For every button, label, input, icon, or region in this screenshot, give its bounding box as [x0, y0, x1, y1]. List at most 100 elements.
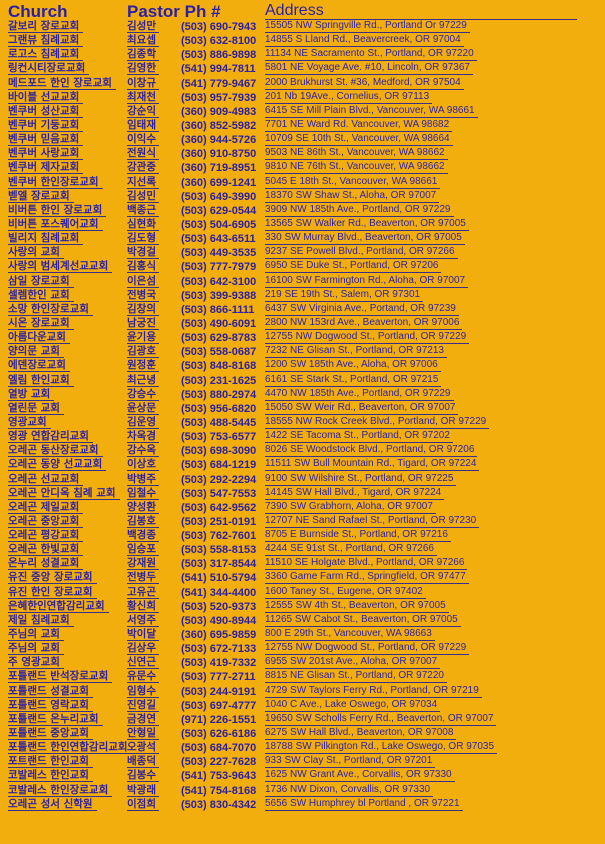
church-name[interactable]: 바이블 선교교회	[8, 91, 84, 104]
address-link[interactable]: 16100 SW Farmington Rd., Aloha, OR 97007	[265, 275, 469, 288]
church-name[interactable]: 열방 교회	[8, 388, 55, 401]
pastor-name[interactable]: 진영길	[127, 699, 159, 712]
address-link[interactable]: 9237 SE Powell Blvd., Portland, OR 97266	[265, 246, 458, 260]
address-link[interactable]: 933 SW Clay St., Portland, OR 97201	[265, 755, 436, 769]
address-link[interactable]: 5801 NE Voyage Ave. #10, Lincoln, OR 973…	[265, 62, 473, 76]
pastor-name[interactable]: 임태재	[127, 119, 159, 132]
church-name[interactable]: 비버튼 포스퀘어교회	[8, 218, 103, 231]
pastor-name[interactable]: 강수옥	[127, 444, 159, 458]
pastor-name[interactable]: 이상호	[127, 458, 159, 472]
pastor-name[interactable]: 김상우	[127, 642, 159, 656]
address-link[interactable]: 18370 SW Shaw St., Aloha, OR 97007	[265, 190, 440, 203]
address-link[interactable]: 201 Nb 19Ave., Cornelius, OR 97113	[265, 91, 433, 104]
church-name[interactable]: 열린문 교회	[8, 402, 64, 415]
pastor-name[interactable]: 전병두	[127, 571, 159, 585]
address-link[interactable]: 1200 SW 185th Ave., Aloha, OR 97006	[265, 359, 441, 373]
church-name[interactable]: 벤쿠버 한인장로교회	[8, 176, 103, 189]
church-name[interactable]: 코발레스 한인장로교회	[8, 784, 113, 797]
pastor-name[interactable]: 강승수	[127, 388, 159, 401]
pastor-name[interactable]: 원정훈	[127, 359, 159, 373]
pastor-name[interactable]: 차옥경	[127, 430, 159, 444]
address-link[interactable]: 9810 NE 76th St., Vancouver, WA 98662	[265, 161, 448, 175]
address-link[interactable]: 6275 SW Hall Blvd., Beaverton, OR 97008	[265, 727, 457, 741]
pastor-name[interactable]: 남궁진	[127, 317, 159, 330]
address-link[interactable]: 15505 NW Springville Rd., Portland Or 97…	[265, 20, 470, 33]
church-name[interactable]: 코발레스 한인교회	[8, 769, 93, 783]
pastor-name[interactable]: 백경종	[127, 529, 159, 543]
church-name[interactable]: 오레곤 중앙교회	[8, 515, 84, 528]
church-name[interactable]: 아름다운교회	[8, 331, 70, 345]
church-name[interactable]: 벤쿠버 사랑교회	[8, 147, 84, 161]
church-name[interactable]: 양의문 교회	[8, 345, 64, 359]
church-name[interactable]: 오레곤 동양 선교교회	[8, 458, 107, 472]
church-name[interactable]: 오레곤 성서 신학원	[8, 798, 97, 811]
pastor-name[interactable]: 강관중	[127, 161, 159, 175]
address-link[interactable]: 12555 SW 4th St., Beaverton, OR 97005	[265, 600, 449, 613]
church-name[interactable]: 에덴장로교회	[8, 359, 70, 373]
pastor-name[interactable]: 김영한	[127, 62, 159, 76]
pastor-name[interactable]: 양성환	[127, 501, 159, 514]
address-link[interactable]: 5045 E 18th St., Vancouver, WA 98661	[265, 176, 441, 189]
address-link[interactable]: 4244 SE 91st St., Portland, OR 97266	[265, 543, 437, 557]
church-name[interactable]: 비버튼 한인 장로교회	[8, 204, 107, 217]
address-link[interactable]: 7701 NE Ward Rd. Vancouver, WA 98682	[265, 119, 453, 132]
address-link[interactable]: 6950 SE Duke St., Portland, OR 97206	[265, 260, 442, 274]
pastor-name[interactable]: 김운영	[127, 416, 159, 429]
address-link[interactable]: 219 SE 19th St., Salem, OR 97301	[265, 289, 424, 302]
pastor-name[interactable]: 이익수	[127, 133, 159, 147]
church-name[interactable]: 제일 침례교회	[8, 614, 74, 627]
church-name[interactable]: 갈보리 장로교회	[8, 20, 84, 33]
church-name[interactable]: 삼일 장로교회	[8, 275, 74, 288]
pastor-name[interactable]: 배종덕	[127, 755, 159, 769]
church-name[interactable]: 영광교회	[8, 416, 51, 429]
address-link[interactable]: 12755 NW Dogwood St., Portland, OR 97229	[265, 331, 470, 345]
address-link[interactable]: 11134 NE Sacramento St., Portland, OR 97…	[265, 48, 477, 62]
church-name[interactable]: 유진 한인 장로교회	[8, 586, 97, 599]
pastor-name[interactable]: 금경연	[127, 713, 159, 726]
pastor-name[interactable]: 임승포	[127, 543, 159, 557]
church-name[interactable]: 온누리 성결교회	[8, 557, 84, 571]
church-name[interactable]: 주님의 교회	[8, 642, 64, 656]
pastor-name[interactable]: 임형수	[127, 685, 159, 698]
church-name[interactable]: 오레곤 안디옥 침례 교회	[8, 487, 120, 500]
address-link[interactable]: 330 SW Murray Blvd., Beaverton, OR 97005	[265, 232, 465, 246]
church-name[interactable]: 벤쿠버 성산교회	[8, 105, 84, 118]
pastor-name[interactable]: 서영주	[127, 614, 159, 627]
church-name[interactable]: 메드포드 한인 장로교회	[8, 77, 116, 90]
pastor-name[interactable]: 황신희	[127, 600, 159, 613]
address-link[interactable]: 8815 NE Glisan St., Portland, OR 97220	[265, 670, 447, 684]
church-name[interactable]: 시온 장로교회	[8, 317, 74, 330]
address-link[interactable]: 6161 SE Stark St., Portland, OR 97215	[265, 374, 442, 387]
pastor-name[interactable]: 이창규	[127, 77, 159, 90]
pastor-name[interactable]: 이점희	[127, 798, 159, 811]
address-link[interactable]: 6415 SE Mill Plain Blvd., Vancouver, WA …	[265, 105, 478, 118]
address-link[interactable]: 7390 SW Grabhorn, Aloha, OR 97007	[265, 501, 436, 514]
church-name[interactable]: 포틀랜드 반석장로교회	[8, 670, 113, 684]
pastor-name[interactable]: 윤상문	[127, 402, 159, 415]
address-link[interactable]: 8026 SE Woodstock Blvd., Portland, OR 97…	[265, 444, 478, 458]
church-name[interactable]: 포틀랜드 영락교회	[8, 699, 93, 712]
church-name[interactable]: 벤쿠버 믿음교회	[8, 133, 84, 147]
address-link[interactable]: 3360 Game Farm Rd., Springfield, OR 9747…	[265, 571, 469, 585]
church-name[interactable]: 오레곤 선교교회	[8, 473, 84, 486]
address-link[interactable]: 1600 Taney St., Eugene, OR 97402	[265, 586, 426, 599]
pastor-name[interactable]: 최근녕	[127, 374, 159, 387]
church-name[interactable]: 그랜뷰 침례교회	[8, 34, 84, 48]
church-name[interactable]: 사랑의 교회	[8, 246, 64, 260]
pastor-name[interactable]: 강순익	[127, 105, 159, 118]
church-name[interactable]: 엘림 한인교회	[8, 374, 74, 387]
church-name[interactable]: 오레곤 평강교회	[8, 529, 84, 543]
church-name[interactable]: 빌리지 침례교회	[8, 232, 84, 246]
address-link[interactable]: 10709 SE 10th St., Vancouver, WA 98664	[265, 133, 453, 147]
address-link[interactable]: 6437 SW Virginia Ave., Portand, OR 97239	[265, 303, 459, 316]
pastor-name[interactable]: 박경걸	[127, 246, 159, 260]
pastor-name[interactable]: 박병주	[127, 473, 159, 486]
church-name[interactable]: 셀렘한인 교회	[8, 289, 74, 302]
pastor-name[interactable]: 신연근	[127, 656, 159, 670]
address-link[interactable]: 4729 SW Taylors Ferry Rd., Portland, OR …	[265, 685, 482, 698]
pastor-name[interactable]: 최요셉	[127, 34, 159, 48]
address-link[interactable]: 19650 SW Scholls Ferry Rd., Beaverton, O…	[265, 713, 497, 726]
address-link[interactable]: 5656 SW Humphrey bl Portland , OR 97221	[265, 798, 463, 811]
pastor-name[interactable]: 박이달	[127, 628, 159, 642]
pastor-name[interactable]: 김홍식	[127, 260, 159, 274]
